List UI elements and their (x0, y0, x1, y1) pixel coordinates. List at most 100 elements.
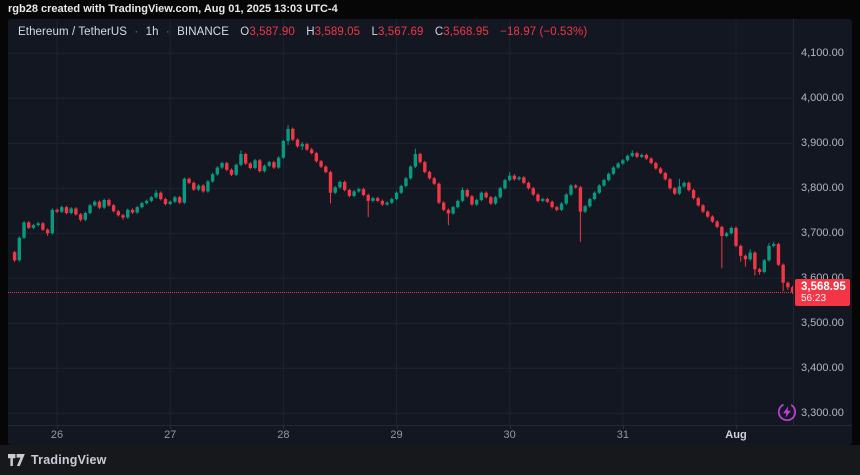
candle-body (790, 287, 793, 293)
candle-body (512, 175, 517, 180)
time-tick-mark (509, 425, 511, 429)
candle-body (130, 209, 135, 213)
interval-label: 1h (145, 26, 159, 38)
price-axis[interactable]: 3,568.95 56:23 4,100.00 4,000.00 3,900.00 3… (793, 19, 852, 425)
candle-body (710, 216, 715, 222)
candle-body (762, 260, 766, 272)
candle-body (272, 162, 276, 168)
candle-body (715, 221, 719, 227)
candle-body (352, 191, 356, 196)
candle-body (503, 180, 507, 189)
candle-body (588, 199, 592, 207)
candle-body (597, 185, 601, 193)
candle-body (460, 190, 465, 201)
legend-separator: · (165, 26, 170, 38)
candle-body (413, 154, 418, 167)
candle-body (253, 160, 257, 168)
candle-body (479, 192, 484, 200)
candlestick-plot[interactable] (8, 19, 793, 425)
candle-body (639, 154, 644, 157)
candle-body (262, 165, 267, 172)
close-letter: C (434, 26, 444, 38)
candle-body (357, 189, 361, 192)
candlestick-svg (8, 19, 793, 425)
candle-body (361, 189, 366, 195)
high-value-pair: H3,589.05 (306, 26, 360, 38)
boost-button[interactable] (776, 401, 798, 423)
footer-bar: TradingView (0, 445, 860, 475)
candle-body (93, 201, 97, 206)
candle-body (484, 192, 488, 198)
last-price-tag: 3,568.95 56:23 (795, 279, 850, 307)
candle-body (121, 215, 125, 218)
candle-body (41, 223, 45, 230)
candle-body (394, 192, 399, 200)
candle-body (45, 229, 50, 234)
price-tick-label: 3,900.00 (801, 137, 844, 150)
time-tick-mark (396, 425, 398, 429)
candle-body (173, 197, 177, 202)
candle-body (371, 198, 375, 201)
candle-body (658, 168, 663, 173)
tradingview-brand-link[interactable]: TradingView (8, 445, 107, 475)
candle-body (97, 201, 102, 208)
candle-body (267, 162, 271, 166)
last-price-line (8, 291, 793, 293)
candle-body (126, 209, 130, 218)
attribution-text: rgb28 created with TradingView.com, Aug … (8, 3, 338, 15)
price-tick-label: 4,100.00 (801, 47, 844, 60)
candle-body (385, 202, 389, 205)
candle-body (691, 190, 696, 199)
time-tick-label: 27 (164, 429, 177, 441)
candle-body (55, 209, 59, 212)
candle-body (229, 169, 234, 175)
candle-body (578, 187, 583, 212)
chart-panel: Ethereum / TetherUS · 1h · BINANCE O3,58… (8, 19, 852, 445)
candle-body (149, 197, 154, 201)
candle-body (201, 185, 205, 192)
candle-body (474, 199, 479, 205)
candle-body (654, 163, 658, 169)
candle-body (446, 209, 451, 214)
candle-body (286, 128, 290, 141)
candle-body (673, 188, 677, 194)
high-value: 3,589.05 (314, 26, 361, 38)
candle-body (720, 226, 724, 236)
time-axis[interactable]: 26 27 28 29 30 31 Aug (8, 425, 852, 445)
candle-body (177, 197, 182, 203)
time-tick-label: 29 (390, 429, 403, 441)
candle-body (291, 128, 295, 140)
candle-body (31, 225, 36, 228)
candle-body (781, 264, 785, 283)
candle-body (140, 203, 144, 208)
bar-countdown: 56:23 (801, 293, 827, 305)
candle-body (573, 185, 578, 188)
candle-body (555, 207, 559, 210)
candle-body (276, 157, 281, 168)
candle-body (663, 172, 667, 180)
candle-body (734, 227, 738, 246)
time-tick-label: 26 (50, 429, 64, 441)
candle-body (324, 166, 328, 173)
candle-body (210, 174, 215, 182)
candle-body (493, 197, 498, 204)
price-tick-label: 4,000.00 (801, 92, 844, 105)
candle-body (423, 162, 427, 173)
candle-body (50, 209, 55, 234)
candle-body (192, 182, 196, 190)
price-tick-label: 3,700.00 (801, 227, 844, 240)
candle-body (427, 172, 432, 179)
price-tick-label: 3,300.00 (801, 407, 844, 420)
change-value: −18.97 (−0.53%) (500, 26, 588, 38)
candle-body (328, 172, 333, 193)
time-tick-label: 31 (616, 429, 629, 441)
candle-body (753, 252, 757, 270)
candle-body (564, 194, 568, 204)
candle-body (36, 223, 40, 226)
close-value-pair: C3,568.95 (435, 26, 489, 38)
candle-body (88, 205, 92, 213)
candle-body (239, 154, 243, 165)
candle-body (248, 163, 253, 168)
candle-body (399, 185, 403, 193)
